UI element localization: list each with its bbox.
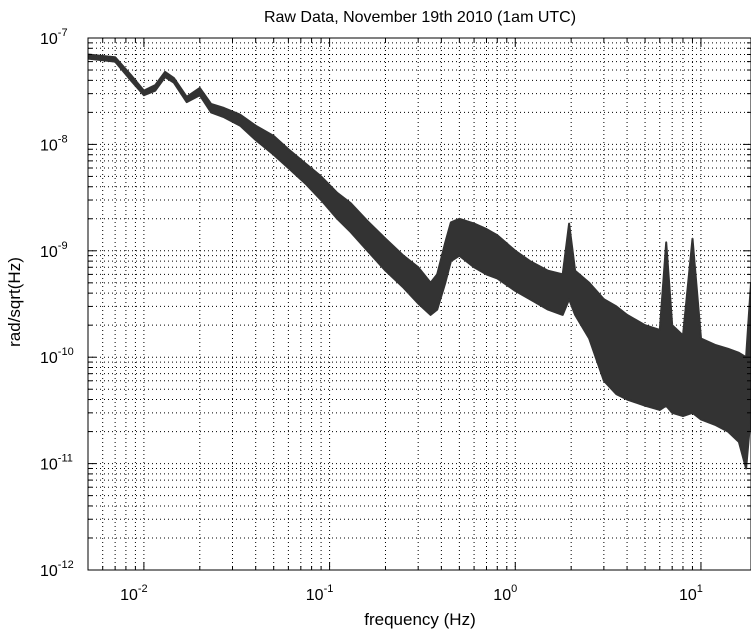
plot-area (88, 53, 751, 470)
x-tick-label: 101 (679, 583, 703, 604)
y-tick-label: 10-8 (40, 133, 68, 154)
x-tick-label: 10-1 (306, 583, 334, 604)
spectrum-series (88, 53, 751, 470)
x-tick-label: 10-2 (120, 583, 148, 604)
x-axis-label: frequency (Hz) (364, 610, 475, 629)
y-tick-label: 10-11 (40, 453, 73, 474)
y-tick-label: 10-10 (40, 346, 74, 367)
axes (87, 37, 751, 571)
y-tick-label: 10-12 (40, 559, 74, 580)
y-tick-label: 10-9 (40, 240, 68, 261)
tick-labels: 10-2 10-1 100 101 10-12 10-11 10-10 10-9 10-8 10-… (40, 27, 703, 604)
y-axis-label: rad/sqrt(Hz) (5, 257, 24, 347)
chart-title: Raw Data, November 19th 2010 (1am UTC) (264, 9, 576, 26)
x-tick-label: 100 (493, 583, 517, 604)
grid (87, 37, 751, 571)
plot-frame (87, 37, 751, 571)
y-tick-label: 10-7 (40, 27, 68, 48)
